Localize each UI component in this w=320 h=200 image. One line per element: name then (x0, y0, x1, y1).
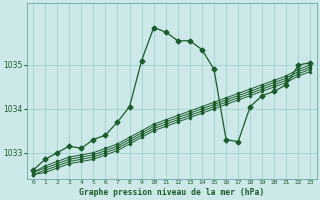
X-axis label: Graphe pression niveau de la mer (hPa): Graphe pression niveau de la mer (hPa) (79, 188, 264, 197)
